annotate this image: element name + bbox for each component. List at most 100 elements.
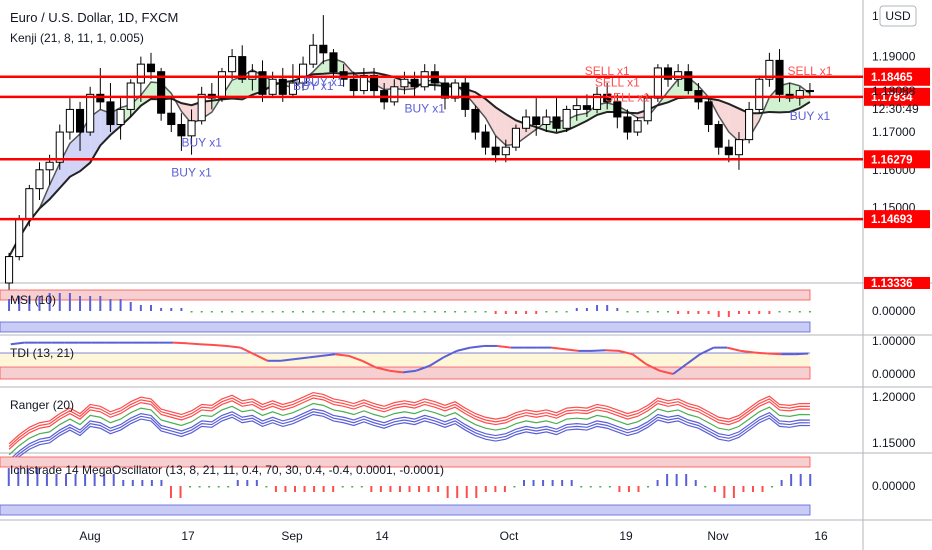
bull-candle[interactable] xyxy=(542,116,551,126)
bull-candle[interactable] xyxy=(86,93,95,133)
bull-candle[interactable] xyxy=(674,71,683,80)
bear-candle[interactable] xyxy=(319,44,328,54)
bull-candle[interactable] xyxy=(65,108,74,133)
bear-candle[interactable] xyxy=(278,78,287,95)
bull-candle[interactable] xyxy=(55,131,64,163)
bull-candle[interactable] xyxy=(15,218,24,258)
bear-candle[interactable] xyxy=(603,93,612,103)
bear-candle[interactable] xyxy=(167,112,176,126)
bear-candle[interactable] xyxy=(623,116,632,133)
bear-candle[interactable] xyxy=(704,101,713,126)
bull-candle[interactable] xyxy=(765,59,774,80)
bear-candle[interactable] xyxy=(684,71,693,92)
bear-candle[interactable] xyxy=(329,52,338,73)
bull-candle[interactable] xyxy=(35,169,44,190)
mega-bar xyxy=(7,468,10,486)
countdown-label: 12:30:49 xyxy=(872,102,919,116)
msi-bar xyxy=(48,293,51,311)
tdi-pane[interactable]: 1.00000 0.00000 xyxy=(0,334,916,381)
bull-candle[interactable] xyxy=(5,256,14,284)
bull-candle[interactable] xyxy=(420,71,429,88)
bear-candle[interactable] xyxy=(369,74,379,92)
bull-candle[interactable] xyxy=(562,108,571,129)
msi-bar xyxy=(585,308,588,311)
bull-candle[interactable] xyxy=(217,71,227,99)
tdi-line-segment xyxy=(240,346,255,356)
bear-candle[interactable] xyxy=(613,101,622,118)
msi-pane[interactable]: 0.00000 xyxy=(0,289,916,333)
bear-candle[interactable] xyxy=(339,71,348,80)
msi-bar xyxy=(332,311,335,313)
bull-candle[interactable] xyxy=(268,78,277,95)
tdi-title: TDI (13, 21) xyxy=(10,346,74,360)
bear-candle[interactable] xyxy=(349,78,358,92)
time-axis[interactable]: Aug 17 Sep 14 Oct 19 Nov 16 xyxy=(79,529,828,543)
level-price-tag[interactable] xyxy=(864,67,930,86)
bull-candle[interactable] xyxy=(197,93,206,122)
bull-candle[interactable] xyxy=(511,127,520,148)
bear-candle[interactable] xyxy=(258,71,267,95)
msi-bar xyxy=(768,311,771,314)
bull-candle[interactable] xyxy=(45,161,54,171)
ranger-tick-label: 1.20000 xyxy=(872,390,916,404)
bear-candle[interactable] xyxy=(157,71,166,114)
bull-candle[interactable] xyxy=(522,116,531,129)
bear-candle[interactable] xyxy=(410,78,419,88)
bear-candle[interactable] xyxy=(440,82,450,99)
bull-candle[interactable] xyxy=(228,56,237,73)
bear-candle[interactable] xyxy=(724,146,733,156)
bear-candle[interactable] xyxy=(805,90,814,93)
bear-candle[interactable] xyxy=(491,146,500,156)
bull-candle[interactable] xyxy=(136,63,145,84)
bull-candle[interactable] xyxy=(309,44,318,65)
currency-button[interactable]: USD xyxy=(879,5,917,27)
bull-candle[interactable] xyxy=(25,188,34,220)
ma-cloud-segment xyxy=(576,113,587,126)
bull-candle[interactable] xyxy=(643,97,652,122)
bear-candle[interactable] xyxy=(481,131,490,148)
bull-candle[interactable] xyxy=(390,86,399,103)
bull-candle[interactable] xyxy=(187,120,196,137)
bull-candle[interactable] xyxy=(451,82,460,99)
bear-candle[interactable] xyxy=(177,124,186,137)
bear-candle[interactable] xyxy=(582,105,591,110)
bull-candle[interactable] xyxy=(359,74,368,92)
bear-candle[interactable] xyxy=(552,116,561,129)
bull-candle[interactable] xyxy=(734,139,744,156)
mega-bar xyxy=(55,474,58,486)
bear-candle[interactable] xyxy=(146,63,156,73)
indicator-label: Kenji (21, 8, 11, 1, 0.005) xyxy=(10,31,144,45)
bear-candle[interactable] xyxy=(663,67,673,80)
bull-candle[interactable] xyxy=(592,93,602,110)
bull-candle[interactable] xyxy=(288,82,297,95)
ranger-pane[interactable]: 1.20000 1.15000 xyxy=(8,390,916,467)
bull-candle[interactable] xyxy=(501,146,510,156)
bull-candle[interactable] xyxy=(248,71,257,80)
level-price-tag[interactable] xyxy=(864,150,930,169)
mega-bar xyxy=(656,480,659,486)
bear-candle[interactable] xyxy=(238,56,247,80)
bull-candle[interactable] xyxy=(572,105,581,110)
bull-candle[interactable] xyxy=(116,108,125,126)
bull-candle[interactable] xyxy=(653,67,662,99)
megaoscillator-pane[interactable]: 0.00000 xyxy=(0,456,916,516)
bear-candle[interactable] xyxy=(714,124,723,148)
bull-candle[interactable] xyxy=(299,63,308,84)
bear-candle[interactable] xyxy=(532,116,541,126)
price-axis[interactable]: 1.190001.170001.160001.150001.11.184651.… xyxy=(864,9,930,290)
level-price-tag[interactable] xyxy=(864,87,930,106)
level-price-tag[interactable] xyxy=(864,210,930,229)
bull-candle[interactable] xyxy=(795,90,804,99)
mega-bar xyxy=(580,486,583,488)
bull-candle[interactable] xyxy=(755,78,764,110)
bear-candle[interactable] xyxy=(96,93,105,103)
bull-candle[interactable] xyxy=(633,120,642,133)
bear-candle[interactable] xyxy=(75,108,85,133)
bull-candle[interactable] xyxy=(400,78,409,88)
bear-candle[interactable] xyxy=(106,101,115,126)
bear-candle[interactable] xyxy=(471,108,480,133)
msi-bar xyxy=(312,311,315,313)
bull-candle[interactable] xyxy=(745,108,754,141)
